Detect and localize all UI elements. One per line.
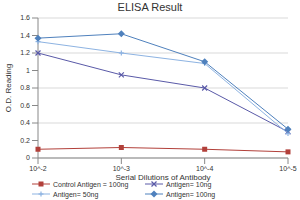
svg-text:Serial Dilutions of Antibody: Serial Dilutions of Antibody: [115, 173, 210, 182]
html-text:Antigen= 50ng: Antigen= 50ng: [53, 190, 99, 198]
svg-text:1.2: 1.2: [20, 49, 30, 56]
svg-text:1: 1: [26, 67, 30, 74]
svg-text:10^-3: 10^-3: [113, 165, 130, 172]
html-text:Control Antigen = 100ng: Control Antigen = 100ng: [53, 180, 129, 188]
svg-text:0.2: 0.2: [20, 137, 30, 144]
svg-text:O.D. Reading: O.D. Reading: [8, 64, 13, 112]
svg-text:1.6: 1.6: [20, 14, 30, 21]
svg-text:0.8: 0.8: [20, 84, 30, 91]
svg-text:0: 0: [26, 154, 30, 161]
svg-text:0.6: 0.6: [20, 102, 30, 109]
svg-text:10^-2: 10^-2: [29, 165, 46, 172]
html-text:Antigen= 100ng: Antigen= 100ng: [166, 190, 216, 198]
svg-text:10^-4: 10^-4: [196, 165, 213, 172]
html-text:Antigen= 10ng: Antigen= 10ng: [166, 180, 212, 188]
html-text:ELISA Result: ELISA Result: [117, 1, 183, 13]
svg-text:1.4: 1.4: [20, 32, 30, 39]
svg-text:10^-5: 10^-5: [279, 165, 292, 172]
svg-text:0.4: 0.4: [20, 119, 30, 126]
